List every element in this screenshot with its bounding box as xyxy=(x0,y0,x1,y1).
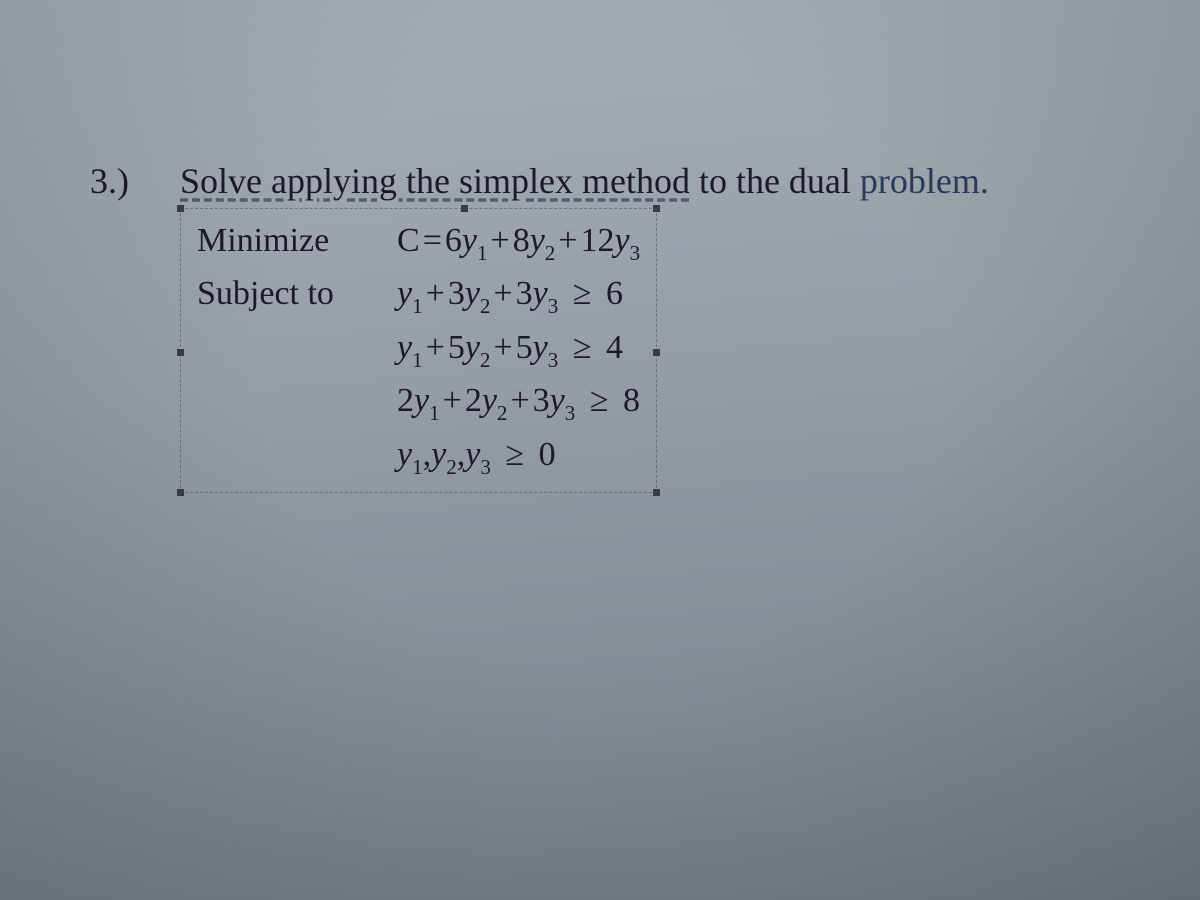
selection-handle-icon xyxy=(461,205,468,212)
constraint-row: y1+5y2+5y3 ≥ 4 xyxy=(197,322,640,375)
selection-handle-icon xyxy=(177,349,184,356)
instruction-underlined: Solve applying the simplex method xyxy=(180,161,690,201)
nonnegativity-row: y1,y2,y3 ≥ 0 xyxy=(197,429,640,482)
selection-handle-icon xyxy=(653,205,660,212)
constraint-expression: y1+3y2+3y3 ≥ 6 xyxy=(397,268,623,321)
problem-number: 3.) xyxy=(90,160,180,202)
subject-to-label: Subject to xyxy=(197,268,397,321)
selection-handle-icon xyxy=(653,489,660,496)
problem-container: 3.) Solve applying the simplex method to… xyxy=(90,160,1110,493)
instruction-last-word: problem. xyxy=(860,161,989,201)
constraint-expression: y1+5y2+5y3 ≥ 4 xyxy=(397,322,623,375)
nonnegativity-expression: y1,y2,y3 ≥ 0 xyxy=(397,429,556,482)
instruction-rest: to the dual xyxy=(690,161,860,201)
objective-row: Minimize C=6y1+8y2+12y3 xyxy=(197,215,640,268)
problem-heading-row: 3.) Solve applying the simplex method to… xyxy=(90,160,1110,202)
constraint-expression: 2y1+2y2+3y3 ≥ 8 xyxy=(397,375,640,428)
constraint-row: 2y1+2y2+3y3 ≥ 8 xyxy=(197,375,640,428)
problem-instruction: Solve applying the simplex method to the… xyxy=(180,160,989,202)
constraint-row: Subject to y1+3y2+3y3 ≥ 6 xyxy=(197,268,640,321)
selection-handle-icon xyxy=(653,349,660,356)
math-block: Minimize C=6y1+8y2+12y3 Subject to y1+3y… xyxy=(180,208,657,493)
objective-label: Minimize xyxy=(197,215,397,268)
selection-handle-icon xyxy=(177,205,184,212)
selection-handle-icon xyxy=(177,489,184,496)
objective-expression: C=6y1+8y2+12y3 xyxy=(397,215,640,268)
